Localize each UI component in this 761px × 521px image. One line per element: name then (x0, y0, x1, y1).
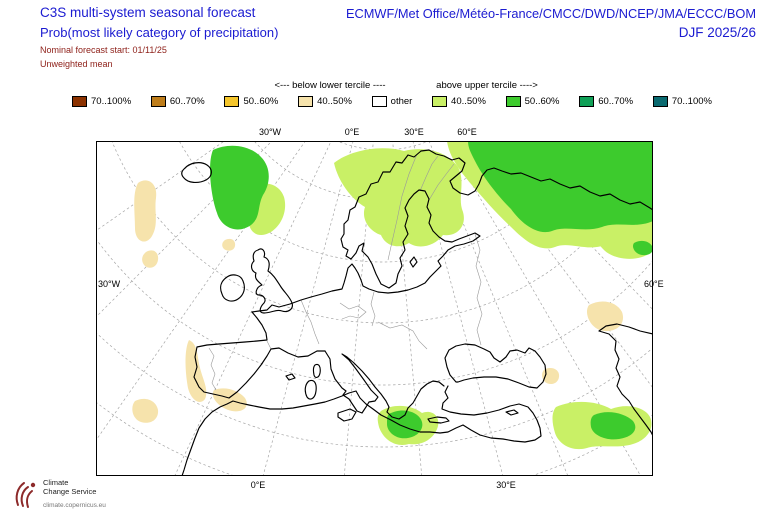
grid-label-top-30w: 30°W (258, 127, 282, 137)
grid-label-left-30w: 30°W (98, 279, 121, 289)
legend-swatch (150, 96, 166, 107)
grid-label-right-60e: 60°E (644, 279, 664, 289)
logo-text-line2: Change Service (43, 486, 97, 496)
below-tercile-direction-label: <--- below lower tercile ---- (274, 80, 386, 91)
legend-item: other (371, 96, 413, 107)
above-tercile-direction-label: above upper tercile ----> (436, 80, 538, 91)
legend-label: other (390, 96, 413, 107)
probability-legend: 70..100% 60..70% 50..60% 40..50% other 4… (72, 96, 712, 107)
shading-above-50-60 (210, 141, 653, 440)
legend-item: 70..100% (652, 96, 712, 107)
grid-label-top-0e: 0°E (344, 127, 360, 137)
grid-label-top-60e: 60°E (457, 127, 477, 137)
legend-label: 40..50% (451, 96, 486, 107)
page-title: C3S multi-system seasonal forecast (40, 5, 256, 20)
country-borders (208, 153, 483, 391)
legend-item: 40..50% (432, 96, 486, 107)
legend-label: 70..100% (671, 96, 712, 107)
logo-website-url: climate.copernicus.eu (43, 502, 106, 510)
legend-swatch (298, 96, 314, 107)
legend-item: 40..50% (298, 96, 352, 107)
grid-label-bottom-0e: 0°E (250, 480, 266, 490)
forecast-start-label: Nominal forecast start: 01/11/25 (40, 45, 167, 55)
coastlines (181, 149, 653, 476)
season-label: DJF 2025/26 (678, 25, 756, 40)
coast-italy-balkans-aegean (324, 350, 445, 420)
logo-text-line1: Climate (43, 478, 69, 487)
legend-swatch (224, 96, 240, 107)
legend-label: 60..70% (169, 96, 205, 107)
coast-arctic-white-sea (420, 149, 653, 211)
shading-below-40-50 (132, 180, 624, 423)
copernicus-logo-block: Climate Change Service climate.copernicu… (12, 478, 106, 510)
variable-subtitle: Prob(most likely category of precipitati… (40, 25, 279, 40)
forecast-map (96, 141, 653, 476)
legend-item: 50..60% (224, 96, 278, 107)
legend-label: 70..100% (91, 96, 132, 107)
coast-caspian-sea (598, 323, 653, 437)
climate-change-service-logo-icon (15, 482, 36, 508)
legend-item: 60..70% (579, 96, 633, 107)
grid-label-top-30e: 30°E (404, 127, 424, 137)
legend-label: 60..70% (598, 96, 634, 107)
legend-swatch (371, 96, 387, 107)
grid-label-bottom-30e: 30°E (496, 480, 516, 490)
legend-swatch (72, 96, 87, 107)
legend-label: 50..60% (243, 96, 279, 107)
legend-label: 50..60% (524, 96, 560, 107)
mean-type-label: Unweighted mean (40, 59, 113, 69)
coast-scandinavia-west-europe (193, 150, 481, 399)
map-frame (96, 141, 653, 476)
legend-item: 60..70% (150, 96, 205, 107)
legend-swatch (652, 96, 668, 107)
model-systems-list: ECMWF/Met Office/Météo-France/CMCC/DWD/N… (345, 6, 756, 21)
legend-swatch (432, 96, 448, 107)
legend-item: 70..100% (72, 96, 131, 107)
legend-swatch (505, 96, 521, 107)
coast-islands (181, 162, 519, 424)
legend-swatch (579, 96, 595, 107)
coast-turkey-levant-north-africa (181, 385, 542, 476)
coast-black-sea (444, 343, 547, 389)
legend-item: 50..60% (505, 96, 560, 107)
legend-label: 40..50% (317, 96, 352, 107)
